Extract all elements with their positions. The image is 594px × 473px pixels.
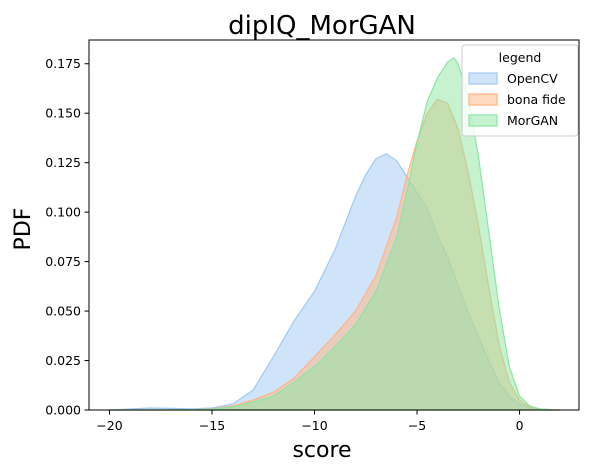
legend-box xyxy=(461,44,579,137)
legend: legend OpenCV bona fide MorGAN xyxy=(461,44,579,137)
legend-swatch-bona-fide xyxy=(468,93,498,106)
legend-title: legend xyxy=(499,50,542,65)
plot-frame xyxy=(88,39,580,411)
axes: −20 −15 −10 −5 0 0.000 0.025 0.050 0.075 0.100 0.1… xyxy=(45,39,580,433)
y-axis-label: PDF xyxy=(11,208,36,251)
y-tick-label: 0.150 xyxy=(45,106,81,121)
y-tick-label: 0.025 xyxy=(45,353,81,368)
x-tick-label: −15 xyxy=(199,418,225,433)
y-tick-label: 0.000 xyxy=(45,403,81,418)
legend-swatch-morgan xyxy=(468,114,498,127)
x-tick-label: −20 xyxy=(96,418,122,433)
y-tick-label: 0.050 xyxy=(45,304,81,319)
x-tick-label: 0 xyxy=(516,418,524,433)
density-area-morgan xyxy=(109,56,561,411)
x-axis-label: score xyxy=(292,438,351,463)
y-tick-label: 0.100 xyxy=(45,205,81,220)
y-tick-label: 0.075 xyxy=(45,254,81,269)
legend-swatch-opencv xyxy=(468,72,498,85)
legend-label-bona-fide: bona fide xyxy=(507,92,566,107)
chart-title: dipIQ_MorGAN xyxy=(228,11,416,41)
plot-area xyxy=(109,56,561,411)
legend-label-morgan: MorGAN xyxy=(507,113,558,128)
x-tick-label: −5 xyxy=(408,418,426,433)
x-tick-label: −10 xyxy=(301,418,327,433)
legend-label-opencv: OpenCV xyxy=(507,71,558,86)
y-tick-label: 0.175 xyxy=(45,56,81,71)
y-tick-label: 0.125 xyxy=(45,155,81,170)
